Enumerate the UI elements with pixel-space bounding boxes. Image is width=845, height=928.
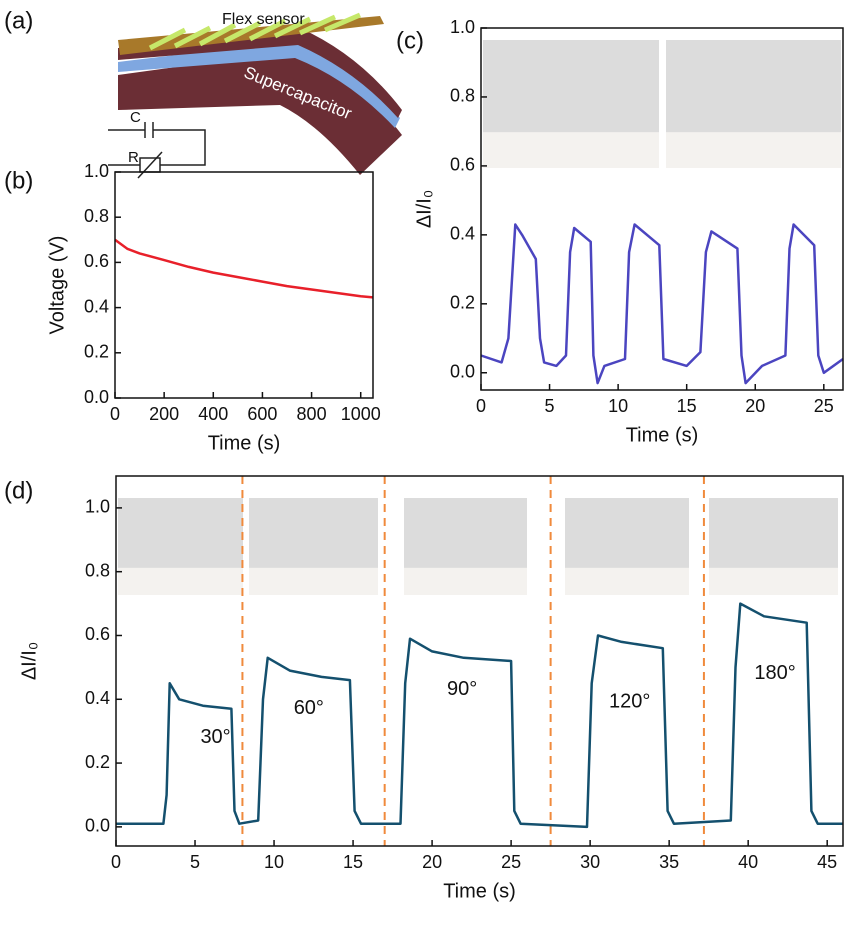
y-tick-label: 0.4: [84, 296, 109, 316]
photo-table: [118, 568, 243, 595]
y-tick-label: 0.8: [85, 560, 110, 580]
panel-label: (d): [4, 477, 33, 504]
figure: (a) Flex sensor Supercapacitor C R 02004…: [0, 0, 845, 928]
y-tick-label: 0.8: [84, 206, 109, 226]
annotation: 30°: [200, 726, 230, 748]
y-tick-label: 0.6: [450, 155, 475, 175]
page: {"diagram": {"label": "(a)", "labels": […: [0, 0, 845, 928]
y-tick-label: 0.8: [450, 86, 475, 106]
y-tick-label: 1.0: [84, 161, 109, 181]
y-tick-label: 0.0: [84, 387, 109, 407]
photo-table: [709, 568, 838, 595]
x-tick-label: 25: [814, 396, 834, 416]
x-tick-label: 10: [264, 852, 284, 872]
y-axis-title: ΔI/I₀: [18, 642, 40, 680]
x-tick-label: 20: [745, 396, 765, 416]
y-axis-title: ΔI/I₀: [413, 190, 435, 228]
annotation: 60°: [294, 697, 324, 719]
annotation: 120°: [609, 691, 650, 713]
y-tick-label: 1.0: [450, 17, 475, 37]
annotation: 90°: [447, 678, 477, 700]
x-tick-label: 25: [501, 852, 521, 872]
photo-table: [404, 568, 527, 595]
photo-table: [483, 132, 659, 168]
x-tick-label: 15: [343, 852, 363, 872]
x-tick-label: 0: [111, 852, 121, 872]
x-tick-label: 1000: [341, 404, 381, 424]
x-tick-label: 0: [110, 404, 120, 424]
x-axis-title: Time (s): [443, 880, 516, 902]
data-line: [116, 604, 843, 827]
photo-table: [666, 132, 841, 168]
x-tick-label: 30: [580, 852, 600, 872]
x-tick-label: 10: [608, 396, 628, 416]
x-tick-label: 35: [659, 852, 679, 872]
annotation: 180°: [754, 662, 795, 684]
y-tick-label: 0.6: [84, 251, 109, 271]
y-tick-label: 0.4: [85, 688, 110, 708]
diagram-label: R: [128, 149, 139, 166]
x-tick-label: 200: [149, 404, 179, 424]
y-tick-label: 0.6: [85, 624, 110, 644]
x-tick-label: 40: [738, 852, 758, 872]
y-tick-label: 0.2: [450, 293, 475, 313]
x-tick-label: 600: [247, 404, 277, 424]
photo-table: [249, 568, 378, 595]
y-tick-label: 0.0: [450, 362, 475, 382]
diagram-label: C: [130, 109, 141, 126]
y-tick-label: 0.2: [84, 342, 109, 362]
data-line: [481, 225, 843, 384]
x-tick-label: 20: [422, 852, 442, 872]
device-diagram: [108, 15, 402, 178]
panel-label: (a): [4, 7, 33, 34]
circuit: [108, 122, 205, 178]
x-axis-title: Time (s): [208, 432, 281, 454]
x-axis-title: Time (s): [626, 424, 699, 446]
x-tick-label: 800: [297, 404, 327, 424]
plot-frame: [115, 172, 373, 398]
x-tick-label: 5: [190, 852, 200, 872]
y-tick-label: 0.4: [450, 224, 475, 244]
x-tick-label: 400: [198, 404, 228, 424]
x-tick-label: 0: [476, 396, 486, 416]
panel-label: (c): [396, 27, 424, 54]
x-tick-label: 5: [545, 396, 555, 416]
panel-label: (b): [4, 167, 33, 194]
photo-table: [565, 568, 689, 595]
y-tick-label: 0.2: [85, 752, 110, 772]
diagram-label: Flex sensor: [222, 11, 305, 28]
y-axis-title: Voltage (V): [46, 236, 68, 335]
data-line: [115, 240, 373, 298]
x-tick-label: 15: [677, 396, 697, 416]
x-tick-label: 45: [817, 852, 837, 872]
y-tick-label: 1.0: [85, 497, 110, 517]
y-tick-label: 0.0: [85, 816, 110, 836]
